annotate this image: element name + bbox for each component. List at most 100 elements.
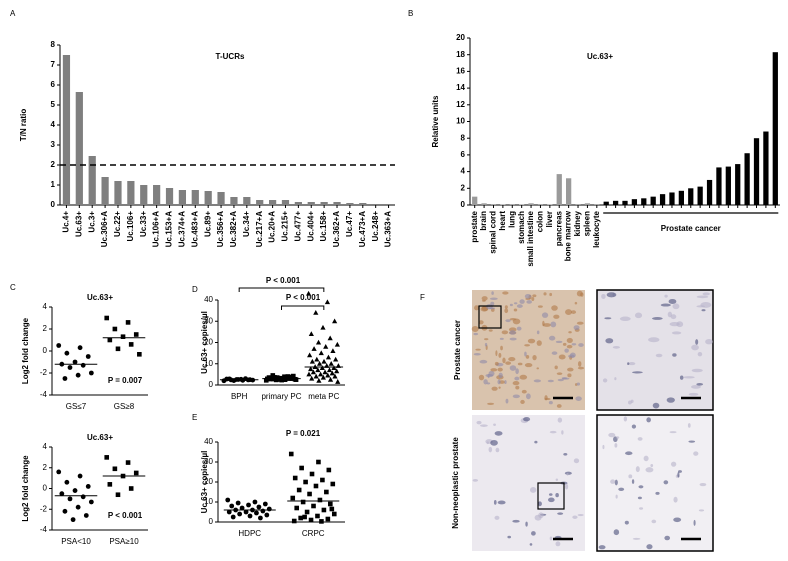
tissue-cell [669,322,680,327]
tissue-cell [672,353,677,357]
tissue-cell [702,292,710,296]
data-point [125,460,131,465]
data-point [56,469,62,475]
tissue-cell [614,479,618,486]
bar [763,131,769,205]
significance-bracket [281,305,325,310]
bar [384,204,393,205]
bar [688,188,694,205]
data-point [80,362,86,368]
tissue-cell [520,399,525,405]
data-point [85,354,91,359]
tissue-cell [516,304,523,308]
tissue-cell [673,517,682,523]
tissue-cell [549,292,553,297]
tissue-cell [488,329,493,332]
tissue-cell [666,397,675,403]
tissue-cell [524,293,532,299]
tissue-cell [548,497,555,503]
y-tick-label: 20 [456,33,465,42]
bar [481,203,487,205]
x-tick-label: leukocyte [592,210,601,247]
data-point [115,492,121,498]
tissue-cell [553,314,560,319]
y-tick-label: 5 [51,100,56,109]
p-value: P < 0.001 [286,293,321,302]
chart-title: Uc.63+ [87,293,113,302]
x-tick-label: bone marrow [564,210,573,261]
tissue-cell [557,417,563,423]
tissue-cell [615,436,620,439]
data-point [319,519,324,524]
y-tick-label: 10 [456,117,465,126]
data-point [318,371,324,377]
tissue-cell [677,472,680,478]
tissue-cell [556,372,563,375]
tissue-cell [598,545,606,550]
tissue-cell [481,299,486,302]
x-tick-label: Uc.158+ [319,211,328,242]
data-point [304,509,310,515]
data-point [310,369,317,375]
bar [659,194,666,205]
tissue-cell [519,374,528,380]
tissue-cell [512,381,520,386]
tissue-cell [481,296,488,301]
tissue-cell [519,299,525,304]
tissue-cell [479,424,488,427]
bar [333,202,341,205]
data-point [327,335,333,341]
data-point [321,358,327,364]
tissue-cell [578,343,584,347]
tissue-cell [548,335,556,341]
data-point [318,350,324,356]
tissue-cell [627,362,630,366]
tissue-cell [484,338,489,341]
data-point [309,375,315,381]
bar [622,200,628,205]
y-tick-label: 4 [43,302,48,311]
y-tick-label: 20 [204,477,213,486]
tissue-cell [531,297,535,301]
tissue-cell [498,352,502,358]
x-tick-label: Uc.477+ [293,211,302,242]
data-point [125,320,131,325]
y-tick-label: 0 [51,200,56,209]
panel-letter: F [420,293,425,302]
tissue-cell [691,344,699,351]
data-point [260,508,266,514]
bar [307,202,315,205]
micrograph [596,289,714,411]
tissue-cell [631,479,635,484]
tissue-cell [693,451,699,456]
tissue-cell [646,544,653,550]
tissue-cell [536,340,542,346]
tissue-cell [517,362,523,366]
x-tick-label: small intestine [526,210,535,266]
tissue-cell [705,338,713,345]
x-tick-label: Uc.217+A [255,211,264,247]
tissue-cell [564,483,569,490]
data-point [316,377,322,383]
tissue-cell [623,416,628,422]
data-point [293,377,299,382]
data-point [313,309,319,315]
tissue-cell [561,430,564,435]
x-tick-label: Uc.404+ [306,211,315,242]
data-point [316,360,323,366]
data-point [334,368,340,374]
p-value: P < 0.001 [266,276,301,285]
x-tick-label: Uc.153+A [165,211,174,247]
x-tick-label: Uc.306+A [100,211,109,247]
x-tick-label: brain [479,211,488,231]
bar [772,52,778,205]
tissue-cell [643,455,649,462]
bar [509,204,515,205]
tissue-cell [688,440,696,443]
data-point [325,516,331,522]
bar [706,179,713,205]
tissue-cell [679,375,684,380]
data-point [64,479,70,485]
data-point [311,346,317,351]
x-tick-label: Uc.382+A [229,211,238,247]
